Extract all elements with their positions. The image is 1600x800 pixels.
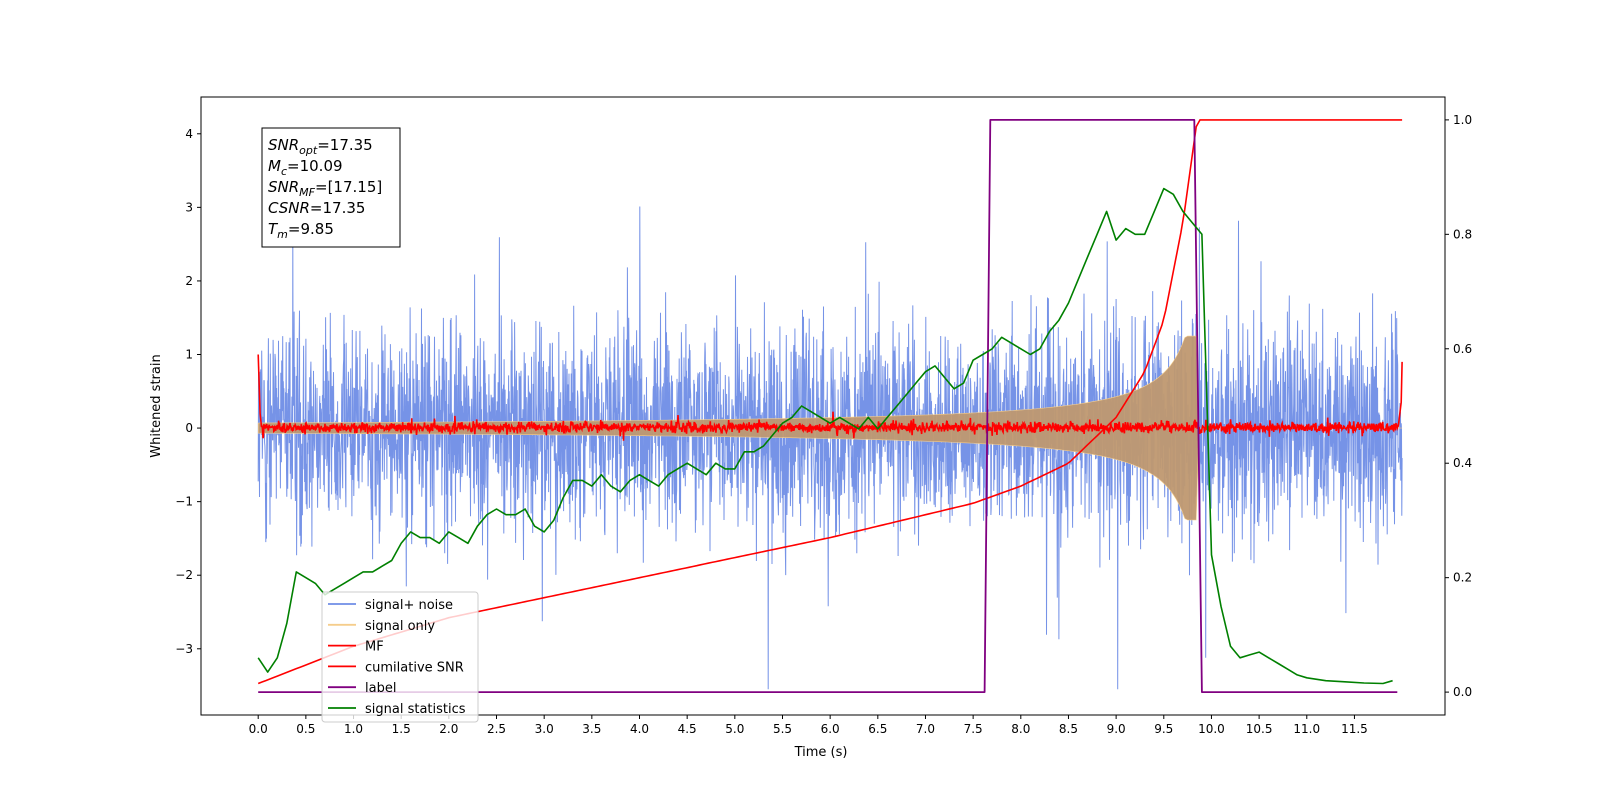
x-tick-label: 7.0	[916, 722, 935, 736]
x-axis-label: Time (s)	[794, 745, 848, 760]
annotation-line: SNRMF=[17.15]	[268, 178, 382, 199]
x-tick-label: 4.0	[630, 722, 649, 736]
right-y-tick-label: 0.2	[1453, 571, 1472, 585]
x-axis-ticks: 0.0 0.5 1.0 1.5 2.0 2.5 3.0 3.5 4.0 4.5 5.0 5.5 6.0 6…	[249, 715, 1368, 736]
x-tick-label: 3.5	[582, 722, 601, 736]
x-tick-label: 2.5	[487, 722, 506, 736]
x-tick-label: 4.5	[678, 722, 697, 736]
left-y-tick-label: 3	[185, 200, 193, 214]
legend-label: signal only	[365, 619, 435, 634]
legend: signal+ noise signal only MF cumilative SNR…	[321, 591, 479, 723]
x-tick-label: 9.5	[1154, 722, 1173, 736]
legend-label: MF	[365, 640, 384, 655]
left-y-tick-label: −3	[175, 642, 193, 656]
right-y-tick-label: 0.0	[1453, 685, 1472, 699]
legend-label: label	[365, 681, 396, 696]
left-y-tick-label: 4	[185, 127, 193, 141]
mf-line	[257, 354, 1403, 441]
right-y-tick-label: 0.8	[1453, 227, 1472, 241]
x-tick-label: 0.5	[296, 722, 315, 736]
right-y-axis-ticks: 0.0 0.2 0.4 0.6 0.8 1.0	[1445, 113, 1472, 699]
left-y-tick-label: 1	[185, 348, 193, 362]
left-y-axis-label: Whitened strain	[149, 354, 164, 457]
annotation-line: CSNR=17.35	[268, 199, 365, 217]
x-tick-label: 9.0	[1107, 722, 1126, 736]
x-tick-label: 10.0	[1198, 722, 1225, 736]
x-tick-label: 5.0	[725, 722, 744, 736]
x-tick-label: 8.5	[1059, 722, 1078, 736]
x-tick-label: 1.0	[344, 722, 363, 736]
x-tick-label: 11.0	[1293, 722, 1320, 736]
legend-frame	[321, 591, 479, 723]
left-y-axis-ticks: −3 −2 −1 0 1 2 3 4	[175, 127, 201, 656]
annotation-line: Mc=10.09	[268, 157, 343, 178]
legend-label: signal statistics	[365, 702, 466, 717]
x-tick-label: 3.0	[535, 722, 554, 736]
annotation-frame	[261, 127, 401, 248]
x-tick-label: 7.5	[964, 722, 983, 736]
x-tick-label: 11.5	[1341, 722, 1368, 736]
left-y-tick-label: 2	[185, 274, 193, 288]
annotation-line: SNRopt=17.35	[268, 136, 373, 157]
plot-frame	[200, 96, 1446, 716]
signal-noise-line	[257, 206, 1403, 690]
annotation-box: SNRopt=17.35Mc=10.09SNRMF=[17.15]CSNR=17…	[261, 127, 401, 248]
left-y-tick-label: 0	[185, 421, 193, 435]
x-tick-label: 5.5	[773, 722, 792, 736]
x-tick-label: 10.5	[1246, 722, 1273, 736]
legend-label: cumilative SNR	[365, 660, 464, 675]
legend-label: signal+ noise	[365, 598, 453, 613]
x-tick-label: 8.0	[1011, 722, 1030, 736]
annotation-line: Tm=9.85	[268, 220, 334, 241]
right-y-tick-label: 0.4	[1453, 456, 1472, 470]
x-tick-label: 2.0	[439, 722, 458, 736]
x-tick-label: 6.5	[868, 722, 887, 736]
right-y-tick-label: 1.0	[1453, 113, 1472, 127]
signal-statistics-line	[257, 187, 1393, 685]
x-tick-label: 1.5	[392, 722, 411, 736]
left-y-tick-label: −2	[175, 568, 193, 582]
right-y-tick-label: 0.6	[1453, 342, 1472, 356]
left-y-tick-label: −1	[175, 495, 193, 509]
label-line	[258, 119, 1398, 693]
x-tick-label: 0.0	[249, 722, 268, 736]
x-tick-label: 6.0	[821, 722, 840, 736]
